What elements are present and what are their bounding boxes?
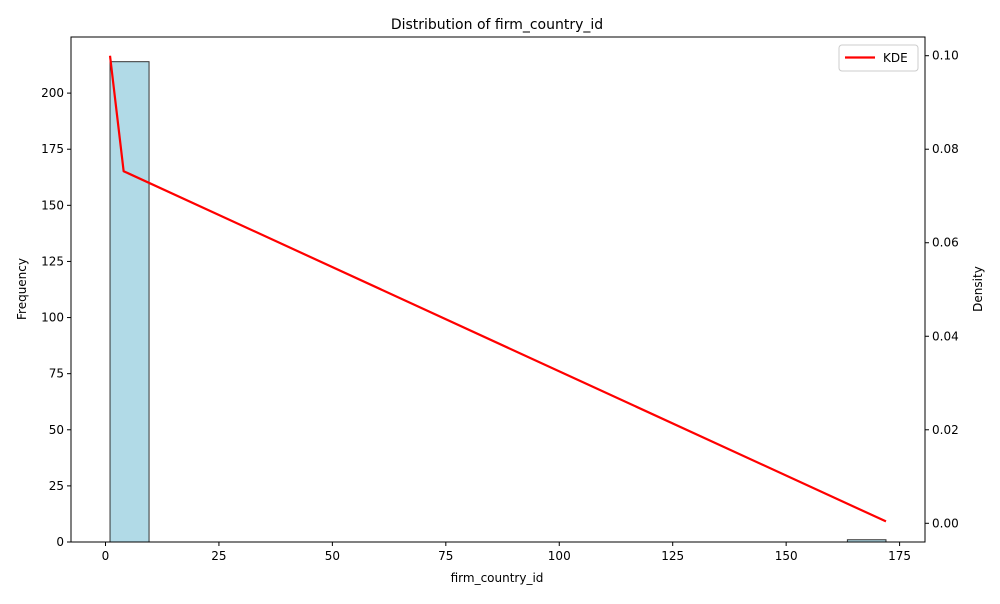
x-tick-label: 100 xyxy=(548,549,571,563)
x-axis-ticks: 0 25 50 75 100 125 150 175 xyxy=(102,542,911,563)
kde-line xyxy=(108,55,887,523)
x-tick-label: 0 xyxy=(102,549,110,563)
x-tick-label: 125 xyxy=(661,549,684,563)
y-tick-label: 150 xyxy=(41,198,64,212)
legend-box xyxy=(838,44,919,72)
right-y-tick-label: 0.04 xyxy=(932,329,959,343)
x-tick-label: 50 xyxy=(325,549,340,563)
y-tick-label: 25 xyxy=(49,479,64,493)
y-tick-label: 125 xyxy=(41,254,64,268)
x-axis-label: firm_country_id xyxy=(451,571,544,585)
chart-title: Distribution of firm_country_id xyxy=(391,17,603,33)
right-y-tick-label: 0.02 xyxy=(932,423,959,437)
x-tick-label: 150 xyxy=(775,549,798,563)
kde-series xyxy=(108,55,887,523)
right-y-tick-label: 0.10 xyxy=(932,49,959,63)
y-axis-label: Frequency xyxy=(15,258,29,320)
y-tick-label: 0 xyxy=(56,535,64,549)
x-tick-label: 25 xyxy=(211,549,226,563)
histogram-bar xyxy=(109,61,150,543)
y-tick-label: 50 xyxy=(49,423,64,437)
y-tick-label: 75 xyxy=(49,367,64,381)
y-tick-label: 200 xyxy=(41,86,64,100)
x-tick-label: 75 xyxy=(438,549,453,563)
histogram-bars xyxy=(109,61,887,543)
right-y-axis-ticks: 0.00 0.02 0.04 0.06 0.08 0.10 xyxy=(925,49,959,530)
right-y-axis-label: Density xyxy=(971,266,985,312)
y-axis-ticks: 0 25 50 75 100 125 150 175 200 xyxy=(41,86,71,549)
y-tick-label: 175 xyxy=(41,142,64,156)
right-y-tick-label: 0.08 xyxy=(932,142,959,156)
x-tick-label: 175 xyxy=(888,549,911,563)
plot-frame xyxy=(70,36,926,543)
right-y-tick-label: 0.06 xyxy=(932,236,959,250)
legend-kde-label: KDE xyxy=(883,51,908,65)
y-tick-label: 100 xyxy=(41,311,64,325)
legend: KDE xyxy=(838,44,919,72)
right-y-tick-label: 0.00 xyxy=(932,516,959,530)
